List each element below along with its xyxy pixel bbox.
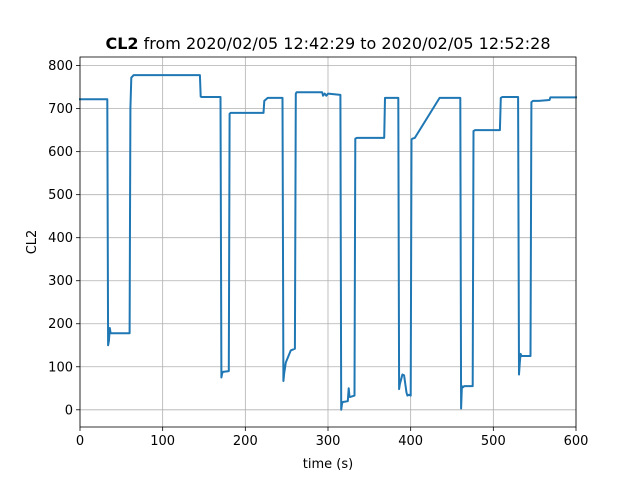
x-tick-label: 400 [398, 434, 423, 449]
y-axis-ticks: 0 100 200 300 400 500 600 700 800 [48, 59, 80, 418]
x-axis-label: time (s) [303, 457, 353, 472]
y-axis-label: CL2 [25, 230, 40, 255]
y-tick-label: 0 [65, 403, 73, 418]
chart-title-rest: from 2020/02/05 12:42:29 to 2020/02/05 1… [139, 34, 551, 53]
x-tick-label: 600 [564, 434, 589, 449]
y-tick-label: 500 [48, 188, 73, 203]
y-tick-label: 800 [48, 59, 73, 74]
x-tick-label: 100 [150, 434, 175, 449]
y-tick-label: 600 [48, 145, 73, 160]
y-tick-label: 100 [48, 360, 73, 375]
x-tick-label: 200 [233, 434, 258, 449]
series-layer [79, 74, 577, 411]
y-tick-label: 300 [48, 274, 73, 289]
y-tick-label: 700 [48, 102, 73, 117]
y-tick-label: 200 [48, 317, 73, 332]
x-tick-label: 300 [316, 434, 341, 449]
x-tick-label: 500 [481, 434, 506, 449]
x-axis-ticks: 0 100 200 300 400 500 600 [76, 427, 589, 449]
grid [79, 57, 577, 427]
chart-title-bold: CL2 [105, 34, 138, 53]
series-line [79, 74, 577, 411]
y-tick-label: 400 [48, 231, 73, 246]
chart-title: CL2 from 2020/02/05 12:42:29 to 2020/02/… [105, 34, 550, 53]
x-tick-label: 0 [76, 434, 84, 449]
